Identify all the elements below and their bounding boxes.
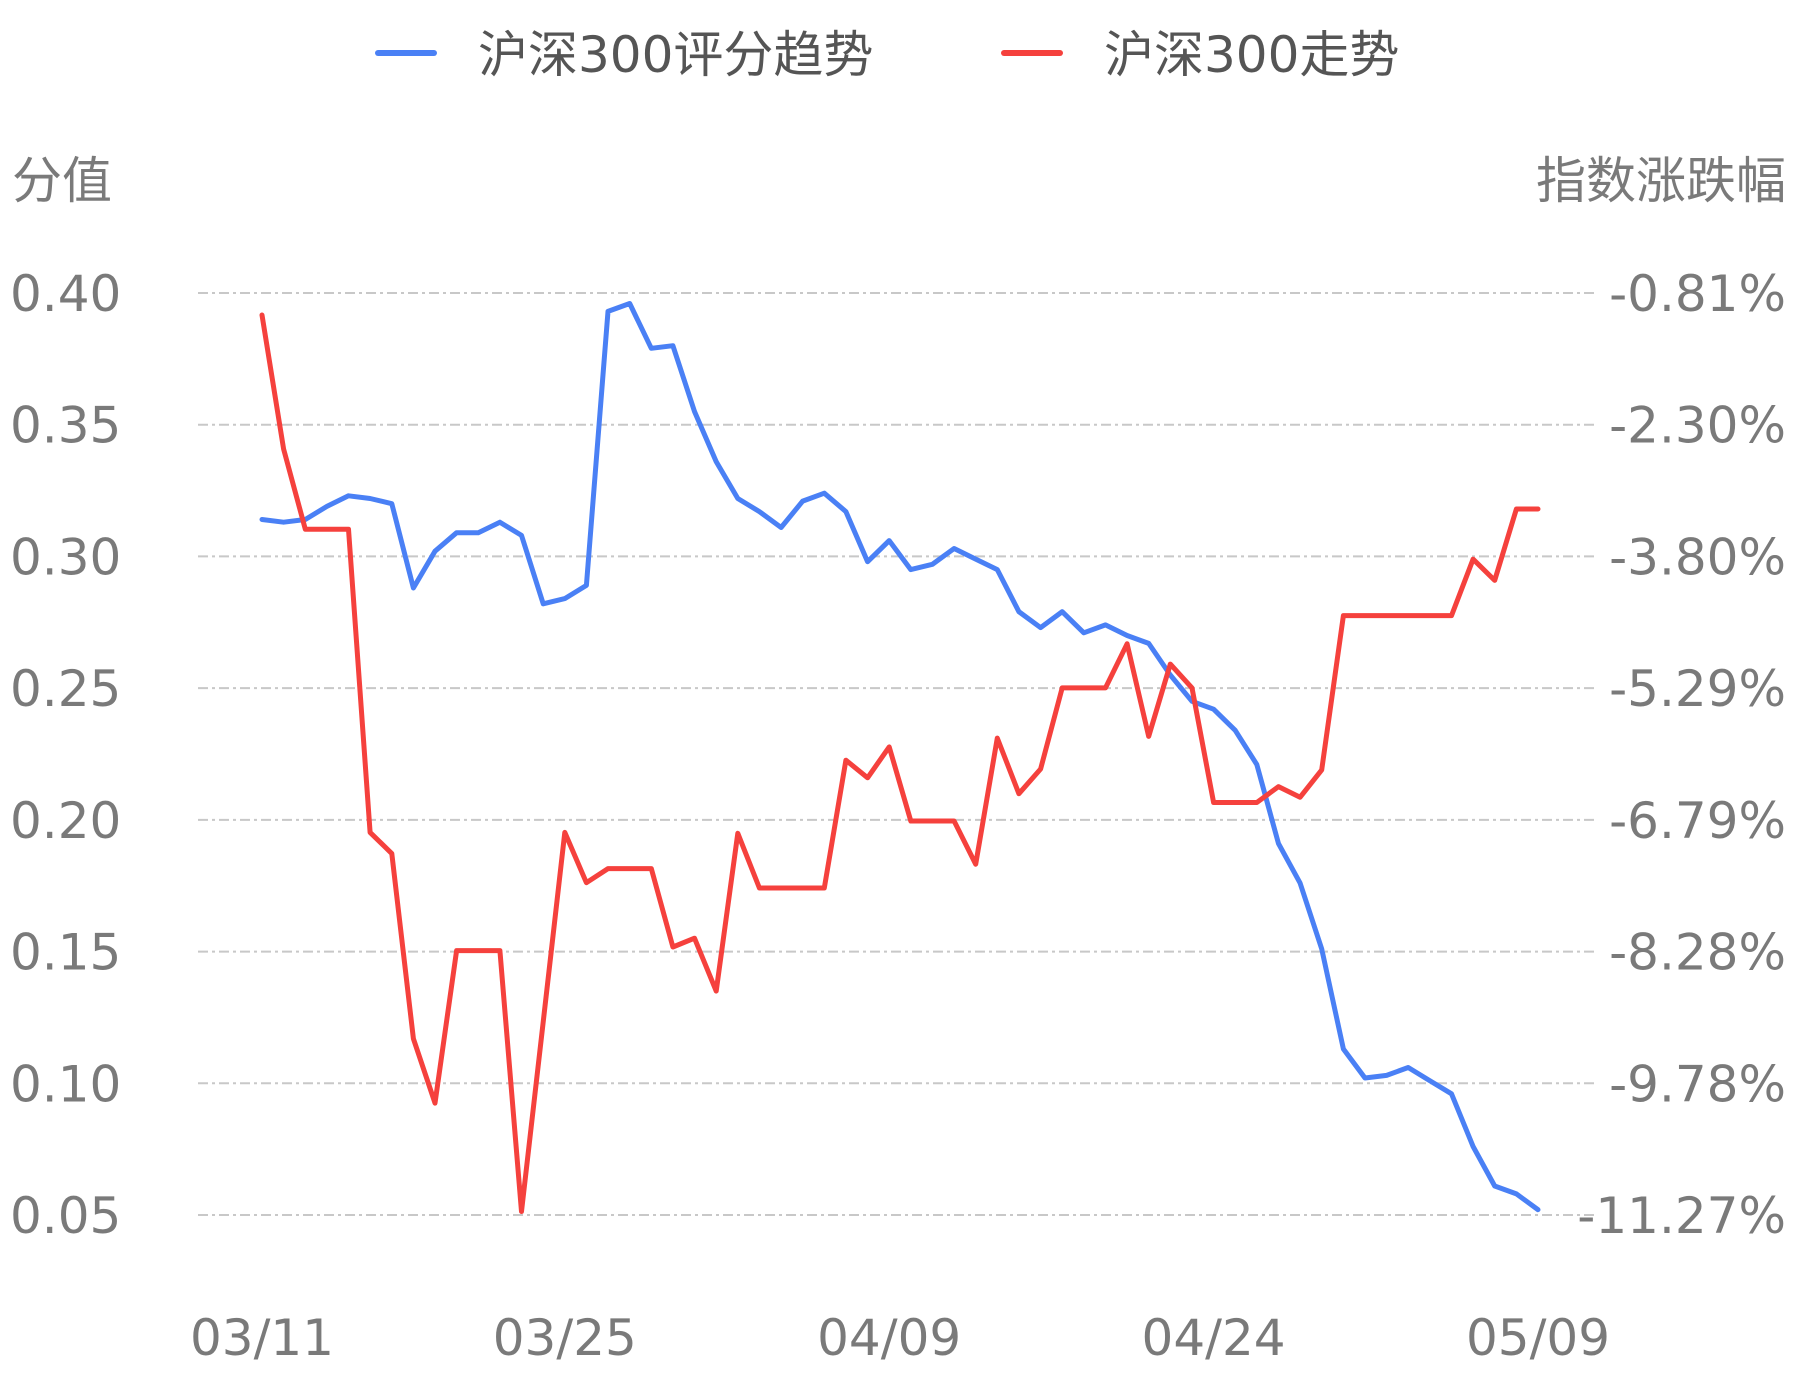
y-left-tick-label: 0.30 [10,528,121,586]
x-tick-label: 04/24 [1142,1309,1286,1367]
y-left-tick-label: 0.05 [10,1187,121,1245]
y-left-tick-label: 0.20 [10,792,121,850]
x-tick-label: 03/25 [493,1309,637,1367]
legend-label-index: 沪深300走势 [1104,26,1399,84]
grid [198,292,1597,1216]
series-line-score [259,301,1541,1213]
y-right-tick-label: -9.78% [1609,1055,1786,1113]
legend-label-score: 沪深300评分趋势 [478,26,873,84]
series-group [259,301,1541,1214]
y-right-axis-title: 指数涨跌幅 [1536,152,1786,210]
y-right-tick-label: -11.27% [1577,1187,1786,1245]
y-left-tick-label: 0.35 [10,397,121,455]
y-right-tick-label: -0.81% [1609,265,1786,323]
x-tick-label: 04/09 [817,1309,961,1367]
x-tick-label: 05/09 [1466,1309,1610,1367]
legend-item-index[interactable]: 沪深300走势 [1001,26,1399,84]
y-left-tick-label: 0.10 [10,1055,121,1113]
y-right-ticks: -0.81% -2.30% -3.80% -5.29% -6.79% -8.28% -9.7… [1577,265,1786,1245]
y-left-axis-title: 分值 [12,152,112,210]
y-right-tick-label: -8.28% [1609,924,1786,982]
y-left-tick-label: 0.15 [10,924,121,982]
y-right-tick-label: -5.29% [1609,660,1786,718]
legend-item-score[interactable]: 沪深300评分趋势 [375,26,873,84]
y-left-tick-label: 0.40 [10,265,121,323]
y-left-tick-label: 0.25 [10,660,121,718]
legend: 沪深300评分趋势 沪深300走势 [375,26,1399,84]
x-tick-label: 03/11 [190,1309,334,1367]
x-ticks: 03/11 03/25 04/09 04/24 05/09 [190,1309,1610,1367]
y-right-tick-label: -2.30% [1609,397,1786,455]
series-line-index [259,312,1541,1214]
y-right-tick-label: -3.80% [1609,528,1786,586]
y-right-tick-label: -6.79% [1609,792,1786,850]
y-left-ticks: 0.40 0.35 0.30 0.25 0.20 0.15 0.10 0.05 [10,265,121,1245]
